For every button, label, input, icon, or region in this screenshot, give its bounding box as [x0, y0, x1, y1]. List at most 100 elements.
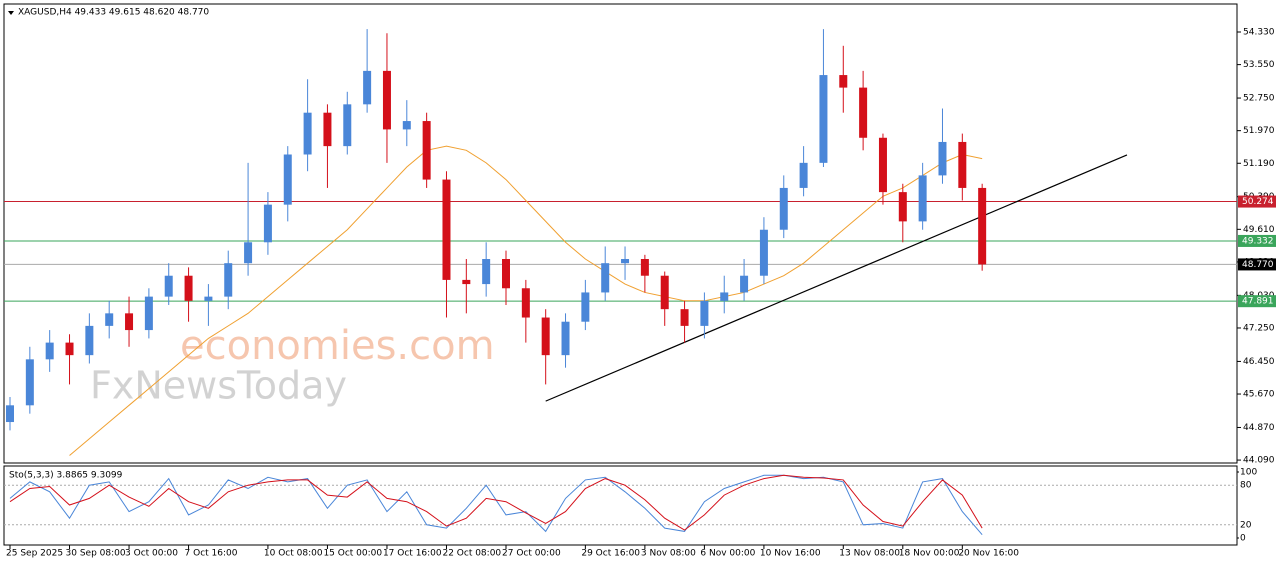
- y-tick-label: 44.870: [1243, 423, 1275, 433]
- candle-body: [184, 275, 193, 301]
- level-label: 49.332: [1242, 236, 1274, 246]
- candle-body: [521, 288, 530, 318]
- candle-body: [402, 121, 411, 130]
- candle-body: [700, 300, 709, 326]
- candle-body: [442, 179, 451, 280]
- level-label: 47.891: [1242, 297, 1274, 307]
- candle-body: [45, 342, 54, 360]
- watermark: FxNewsToday: [90, 364, 347, 408]
- candle-body: [898, 192, 907, 222]
- candle-body: [720, 292, 729, 301]
- candle-body: [938, 141, 947, 176]
- x-tick-label: 7 Oct 16:00: [185, 549, 238, 559]
- x-tick-label: 30 Sep 08:00: [66, 549, 126, 559]
- main-pane: [3, 3, 1238, 464]
- candle-body: [462, 279, 471, 285]
- candle-body: [204, 296, 213, 301]
- candle-body: [878, 137, 887, 193]
- level-label: 48.770: [1242, 260, 1274, 270]
- stochastic-pane: [3, 465, 1238, 546]
- trendline: [545, 154, 1128, 402]
- x-tick-label: 20 Nov 16:00: [958, 549, 1019, 559]
- y-tick-label: 49.610: [1243, 225, 1275, 235]
- y-tick-label: 51.190: [1243, 159, 1275, 169]
- y-tick-label: 54.330: [1243, 28, 1275, 38]
- y-tick-label: 20: [1240, 520, 1252, 530]
- candle-body: [6, 405, 14, 423]
- indicator-title: Sto(5,3,3) 3.8865 9.3099: [9, 471, 123, 481]
- candle-body: [283, 154, 292, 205]
- y-tick-label: 53.550: [1243, 60, 1275, 70]
- candle-body: [640, 259, 649, 276]
- candle-body: [363, 70, 372, 105]
- moving-average: [69, 145, 983, 456]
- candle-body: [839, 75, 848, 88]
- candle-body: [85, 325, 94, 356]
- candle-body: [323, 112, 332, 147]
- candle-body: [660, 275, 669, 310]
- y-tick-label: 100: [1240, 468, 1257, 478]
- candle-body: [422, 121, 431, 180]
- watermark: economies.com: [180, 323, 495, 369]
- level-label-box: [1238, 234, 1276, 247]
- candle-body: [680, 309, 689, 326]
- candle-body: [819, 75, 828, 163]
- candle-body: [740, 275, 749, 293]
- x-tick-label: 22 Oct 08:00: [442, 549, 501, 559]
- y-tick-label: 44.090: [1243, 456, 1275, 466]
- candle-body: [859, 87, 868, 138]
- x-tick-label: 25 Sep 2025: [6, 549, 63, 559]
- x-tick-label: 6 Nov 00:00: [700, 549, 755, 559]
- x-tick-label: 10 Nov 16:00: [760, 549, 821, 559]
- x-tick-label: 29 Oct 16:00: [581, 549, 640, 559]
- candle-body: [601, 263, 610, 293]
- candle-body: [244, 242, 253, 264]
- candle-body: [958, 141, 967, 188]
- x-tick-label: 27 Oct 00:00: [502, 549, 561, 559]
- x-tick-label: 10 Oct 08:00: [264, 549, 323, 559]
- candle-body: [263, 204, 272, 243]
- level-label-box: [1238, 295, 1276, 308]
- candle-body: [799, 162, 808, 188]
- candle-body: [25, 359, 34, 406]
- x-tick-label: 18 Nov 00:00: [899, 549, 960, 559]
- candle-body: [144, 296, 153, 331]
- y-tick-label: 45.670: [1243, 390, 1275, 400]
- candle-body: [343, 104, 352, 147]
- candle-body: [382, 70, 391, 130]
- candle-body: [105, 313, 114, 326]
- y-tick-label: 52.750: [1243, 94, 1275, 104]
- chart-title: XAGUSD,H4 49.433 49.615 48.620 48.770: [18, 8, 209, 18]
- x-tick-label: 13 Nov 08:00: [839, 549, 900, 559]
- candle-body: [621, 259, 630, 264]
- candle-body: [918, 175, 927, 222]
- candle-body: [561, 321, 570, 356]
- stochastic-line: [9, 474, 983, 536]
- candle-body: [541, 317, 550, 356]
- level-label-box: [1238, 258, 1276, 271]
- candle-body: [224, 263, 233, 297]
- candle-body: [164, 275, 173, 297]
- menu-arrow[interactable]: [8, 11, 14, 15]
- y-tick-label: 51.970: [1243, 126, 1275, 136]
- y-tick-label: 80: [1240, 481, 1252, 491]
- level-label: 50.274: [1242, 197, 1274, 207]
- y-tick-label: 47.250: [1243, 323, 1275, 333]
- x-tick-label: 17 Oct 16:00: [383, 549, 442, 559]
- candle-body: [303, 112, 312, 155]
- candle-body: [978, 187, 987, 265]
- candle-body: [581, 292, 590, 322]
- candle-body: [482, 259, 491, 285]
- y-tick-label: 0: [1240, 534, 1246, 544]
- candle-body: [779, 187, 788, 230]
- level-label-box: [1238, 195, 1276, 208]
- stochastic-line: [9, 474, 983, 531]
- candle-body: [502, 259, 510, 289]
- y-tick-label: 46.450: [1243, 357, 1275, 367]
- x-tick-label: 3 Nov 08:00: [641, 549, 696, 559]
- candle-body: [125, 313, 134, 331]
- candle-body: [65, 342, 74, 356]
- x-tick-label: 15 Oct 00:00: [323, 549, 382, 559]
- x-tick-label: 3 Oct 00:00: [125, 549, 178, 559]
